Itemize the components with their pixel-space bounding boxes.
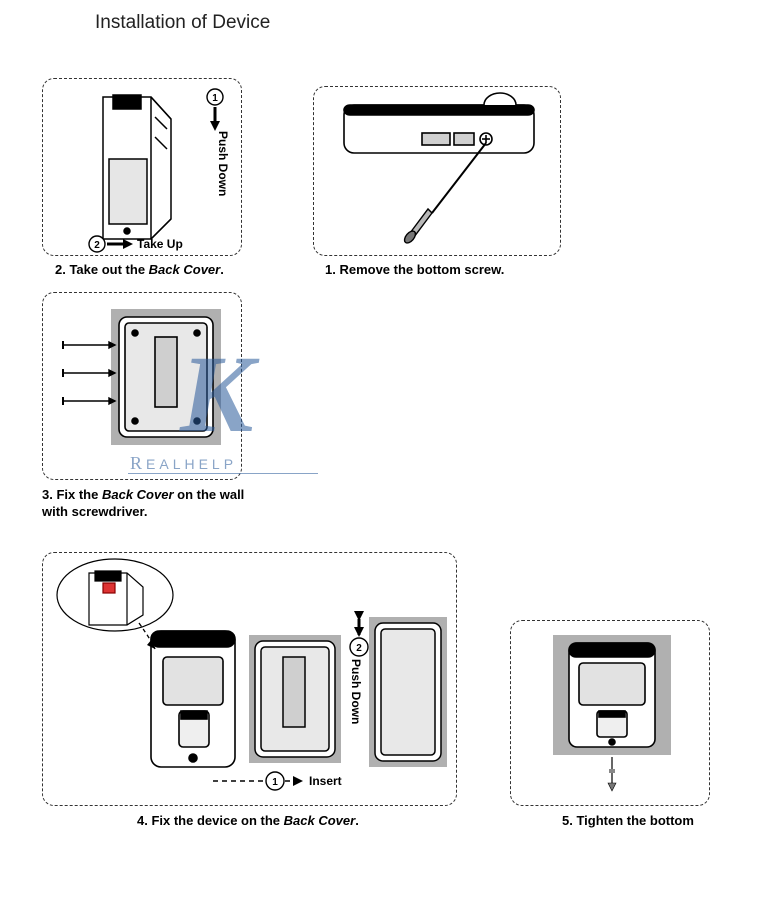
step5-illustration	[511, 621, 711, 807]
step4-push-label: Push Down	[349, 659, 363, 724]
page-title: Installation of Device	[95, 12, 270, 34]
panel-step4: 1 Insert 2 Push Down	[42, 552, 457, 806]
step1-caption: 1. Remove the bottom screw.	[325, 262, 504, 279]
page: Installation of Device	[0, 0, 779, 910]
step3-caption: 3. Fix the Back Cover on the wall with s…	[42, 487, 252, 521]
step1-illustration	[314, 87, 562, 257]
step5-caption: 5. Tighten the bottom	[562, 813, 694, 830]
step2-push-label: Push Down	[216, 131, 230, 196]
step2-num1: 1	[212, 93, 218, 104]
step2-illustration: 1 2	[43, 79, 243, 257]
step4-num1: 1	[272, 777, 278, 788]
step4-insert-label: Insert	[309, 774, 342, 788]
panel-step2: 1 2 Push Down Take Up	[42, 78, 242, 256]
step3-illustration	[43, 293, 243, 481]
panel-step1	[313, 86, 561, 256]
step2-num2: 2	[94, 240, 100, 251]
step2-caption: 2. Take out the Back Cover.	[55, 262, 224, 279]
step2-take-label: Take Up	[137, 237, 183, 251]
step4-caption: 4. Fix the device on the Back Cover.	[137, 813, 359, 830]
step4-illustration: 1 Insert 2	[43, 553, 458, 807]
step4-num2: 2	[356, 643, 362, 654]
panel-step5	[510, 620, 710, 806]
panel-step3	[42, 292, 242, 480]
